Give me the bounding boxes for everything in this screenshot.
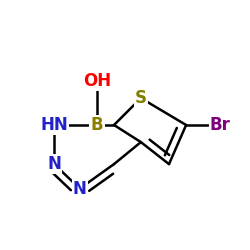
Text: OH: OH bbox=[83, 72, 111, 90]
Text: N: N bbox=[73, 180, 87, 198]
Text: N: N bbox=[47, 155, 61, 173]
Text: HN: HN bbox=[40, 116, 68, 134]
Text: B: B bbox=[90, 116, 103, 134]
Text: S: S bbox=[135, 89, 147, 107]
Text: Br: Br bbox=[210, 116, 231, 134]
